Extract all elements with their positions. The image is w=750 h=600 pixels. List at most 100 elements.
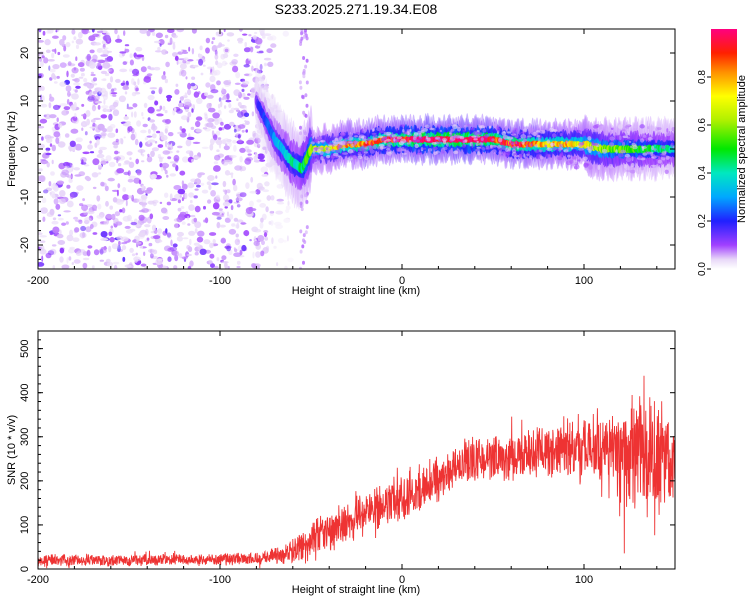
ridge-halo-speckle: [508, 146, 511, 151]
noise-speckle: [100, 54, 109, 57]
noise-speckle: [241, 88, 245, 92]
figure-title: S233.2025.271.19.34.E08: [275, 1, 438, 17]
noise-speckle: [108, 161, 116, 168]
ridge-halo-speckle: [535, 130, 541, 133]
ridge-halo-speckle: [405, 132, 409, 135]
ridge-halo-speckle: [366, 138, 371, 141]
noise-speckle: [138, 214, 145, 221]
noise-speckle: [207, 107, 216, 113]
noise-speckle: [165, 228, 168, 234]
noise-speckle: [221, 87, 224, 92]
noise-speckle: [237, 37, 244, 43]
noise-speckle: [79, 67, 85, 72]
ridge-halo-speckle: [355, 131, 360, 135]
ridge-halo-speckle: [316, 136, 323, 141]
noise-speckle: [233, 144, 237, 152]
noise-speckle: [234, 248, 238, 253]
noise-speckle: [142, 123, 148, 128]
noise-speckle: [152, 31, 156, 36]
ridge-halo-speckle: [357, 153, 363, 156]
noise-speckle: [86, 118, 90, 126]
noise-speckle: [119, 209, 123, 213]
ridge-halo-speckle: [563, 149, 569, 153]
noise-speckle: [144, 189, 152, 194]
ridge-halo-speckle: [368, 147, 372, 151]
noise-speckle: [136, 54, 145, 58]
snr-y-tick-label: 300: [19, 428, 31, 446]
noise-speckle: [169, 193, 173, 200]
noise-speckle: [117, 183, 121, 189]
noise-speckle: [169, 161, 177, 164]
noise-speckle: [164, 140, 168, 148]
noise-speckle: [205, 47, 210, 54]
ridge-halo-speckle: [476, 140, 479, 144]
noise-speckle: [58, 217, 64, 221]
ridge-halo-speckle: [639, 124, 645, 129]
ridge-halo-speckle: [496, 125, 500, 130]
noise-speckle: [87, 210, 95, 215]
ridge-halo-speckle: [478, 142, 484, 146]
ridge-halo-speckle: [552, 147, 558, 151]
noise-speckle: [135, 252, 138, 256]
noise-speckle: [260, 250, 265, 257]
noise-speckle: [192, 141, 201, 144]
noise-speckle: [305, 103, 309, 108]
snr-y-tick-label: 0: [19, 566, 31, 572]
noise-speckle: [53, 81, 58, 84]
ridge-halo-speckle: [371, 132, 377, 135]
noise-speckle: [204, 92, 209, 97]
ridge-halo-speckle: [310, 141, 315, 145]
noise-speckle: [62, 54, 70, 58]
noise-speckle: [127, 125, 133, 132]
noise-speckle: [105, 213, 113, 219]
ridge-halo-speckle: [651, 145, 654, 151]
noise-speckle: [238, 29, 243, 32]
noise-speckle: [259, 222, 264, 229]
snr-x-tick-label: -100: [209, 574, 231, 586]
noise-speckle: [216, 221, 221, 229]
ridge-halo-speckle: [632, 140, 637, 143]
ridge-halo-speckle: [537, 137, 541, 142]
ridge-halo-speckle: [431, 142, 437, 145]
noise-speckle: [111, 213, 116, 221]
noise-speckle: [181, 51, 189, 54]
ridge-halo-speckle: [450, 124, 457, 127]
noise-speckle: [169, 141, 172, 145]
noise-speckle: [193, 195, 198, 199]
noise-speckle: [91, 29, 95, 33]
noise-speckle: [187, 223, 191, 226]
noise-speckle: [95, 127, 101, 133]
ridge-halo-speckle: [372, 136, 375, 141]
ridge-halo-speckle: [569, 121, 573, 126]
ridge-halo-speckle: [631, 156, 634, 162]
noise-speckle: [121, 245, 127, 251]
noise-speckle: [233, 128, 237, 133]
noise-speckle: [204, 113, 208, 120]
noise-speckle: [212, 37, 216, 41]
noise-speckle: [116, 157, 119, 164]
noise-speckle: [300, 36, 304, 41]
spectrogram-x-tick-label: -200: [27, 275, 49, 287]
noise-speckle: [66, 234, 74, 242]
noise-speckle: [239, 147, 246, 153]
noise-speckle: [236, 219, 244, 223]
noise-speckle: [38, 73, 43, 79]
noise-speckle: [194, 178, 201, 185]
ridge-halo-speckle: [312, 158, 317, 163]
ridge-halo-speckle: [666, 128, 669, 133]
ridge-halo-speckle: [539, 155, 544, 160]
ridge-halo-speckle: [441, 150, 445, 154]
ridge-halo-speckle: [610, 127, 614, 130]
noise-speckle: [141, 185, 145, 192]
noise-speckle: [164, 128, 168, 134]
noise-speckle: [184, 192, 188, 200]
ridge-halo-speckle: [583, 162, 589, 168]
noise-speckle: [181, 115, 188, 121]
ridge-halo-speckle: [418, 132, 422, 138]
noise-speckle: [109, 236, 115, 243]
noise-speckle: [302, 260, 305, 265]
noise-speckle: [85, 226, 92, 233]
noise-speckle: [287, 257, 294, 263]
noise-speckle: [237, 111, 244, 118]
